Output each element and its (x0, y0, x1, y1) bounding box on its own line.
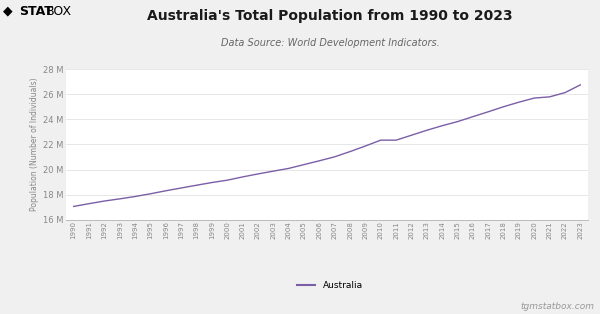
Text: Data Source: World Development Indicators.: Data Source: World Development Indicator… (221, 38, 439, 48)
Text: BOX: BOX (46, 5, 72, 18)
Text: tgmstatbox.com: tgmstatbox.com (520, 302, 594, 311)
Y-axis label: Population (Number of Individuals): Population (Number of Individuals) (29, 78, 38, 211)
Legend: Australia: Australia (293, 278, 367, 294)
Text: Australia's Total Population from 1990 to 2023: Australia's Total Population from 1990 t… (147, 9, 513, 24)
Text: ◆: ◆ (3, 5, 13, 18)
Text: STAT: STAT (19, 5, 53, 18)
